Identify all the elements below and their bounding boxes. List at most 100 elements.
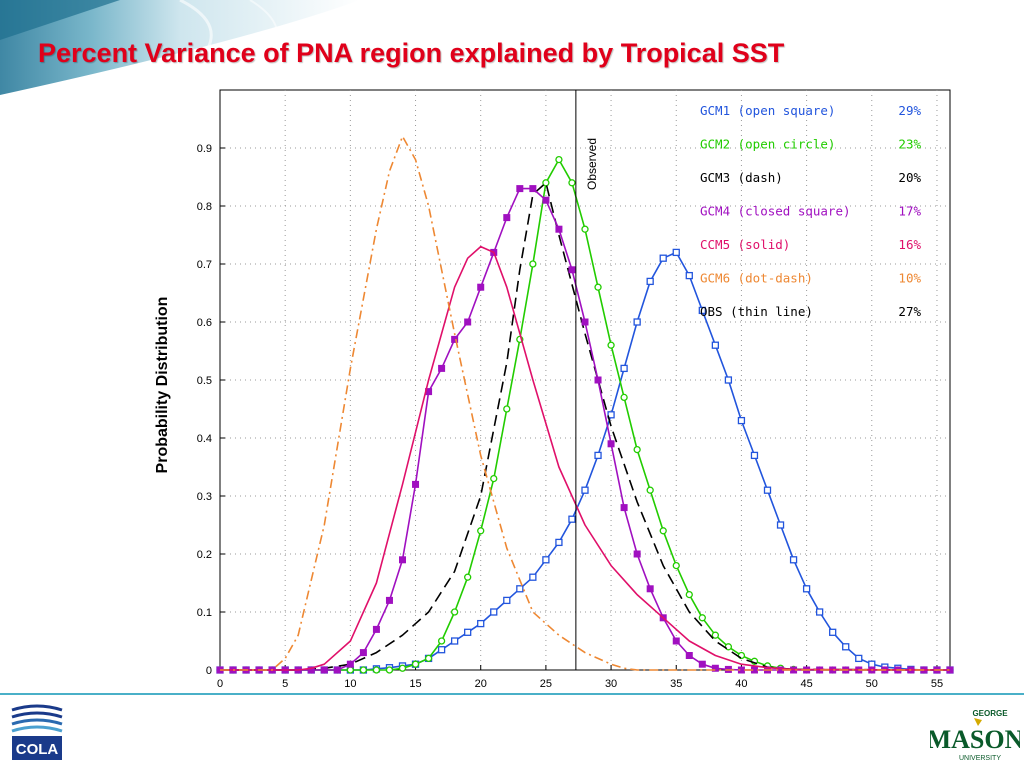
legend-item-pct: 20% [898,170,921,185]
point-gcm1 [685,271,693,280]
point-gcm2 [490,474,498,483]
point-gcm4 [646,585,654,593]
point-gcm4 [581,318,589,326]
x-axis-ticks: 0 5 10 15 20 25 30 35 40 45 50 55 [217,665,943,690]
x-tick-label: 55 [931,678,943,690]
point-gcm4 [477,283,485,291]
y-axis-label: Probability Distribution [154,296,171,474]
point-gcm4 [320,666,328,674]
point-gcm2 [620,393,628,402]
point-gcm1 [450,637,459,645]
gmu-logo: GEORGE MASON UNIVERSITY [930,709,1020,762]
point-gcm2 [555,155,563,164]
cola-logo: COLA [11,704,63,760]
legend: GCM1 (open square) 29% GCM2 (open circle) 2… [700,103,921,319]
point-gcm1 [711,341,720,349]
point-gcm1 [672,248,680,257]
point-gcm4 [503,214,511,222]
point-gcm2 [411,660,420,668]
point-gcm4 [346,660,354,668]
point-gcm4 [464,318,472,326]
point-gcm1 [568,515,576,523]
legend-item-pct: 29% [898,103,921,118]
y-tick-label: 0.5 [197,375,212,387]
point-gcm2 [346,666,355,674]
point-gcm1 [659,254,667,262]
legend-item-name: CCM5 (solid) [700,237,790,252]
point-gcm1 [607,411,615,419]
point-gcm4 [307,666,315,674]
point-gcm2 [542,179,550,187]
gmu-logo-top: GEORGE [972,709,1008,718]
y-axis-ticks: 0 0.1 0.2 0.3 0.4 0.5 0.6 0.7 0.8 0.9 [197,143,225,677]
observed-label: Observed [585,138,599,190]
chart: 0 0.1 0.2 0.3 0.4 0.5 0.6 0.7 0.8 0.9 0 5 10 15 20 25 3… [187,83,954,698]
x-tick-label: 35 [670,678,682,690]
point-gcm1 [464,628,472,636]
point-gcm2 [581,225,589,233]
point-gcm4 [698,660,706,668]
point-gcm4 [620,504,628,512]
point-gcm4 [529,185,537,193]
x-tick-label: 40 [735,678,747,690]
y-tick-label: 0.4 [197,433,212,445]
legend-item-name: GCM4 (closed square) [700,204,851,219]
point-gcm4 [399,556,406,564]
point-gcm1 [437,646,446,654]
point-gcm2 [372,666,381,674]
point-gcm4 [333,666,341,674]
point-gcm1 [503,596,511,605]
point-gcm4 [412,480,420,488]
point-gcm1 [490,608,498,616]
point-gcm2 [385,666,394,674]
point-gcm4 [607,440,615,448]
legend-item-name: GCM3 (dash) [700,170,783,185]
header-decoration [0,0,360,95]
point-gcm2 [607,341,615,349]
point-gcm2 [424,654,433,663]
point-gcm2 [359,666,368,674]
y-tick-label: 0.9 [197,143,212,155]
footer-divider [0,693,1024,695]
point-gcm1 [763,486,772,494]
plot-frame [187,83,953,698]
point-gcm4 [711,664,719,672]
y-tick-label: 0.8 [197,201,212,213]
point-gcm4 [372,625,380,633]
observed-marker: Observed [575,90,599,670]
y-tick-label: 0.1 [197,607,212,619]
point-gcm2 [698,614,706,622]
point-gcm2 [672,561,680,570]
point-gcm4 [438,364,446,372]
point-gcm4 [633,550,641,558]
x-tick-label: 5 [282,678,288,690]
point-gcm4 [555,225,563,233]
point-gcm2 [503,405,511,413]
gmu-logo-main: MASON [930,725,1020,754]
legend-item-pct: 27% [898,304,921,319]
point-gcm4 [516,185,524,193]
point-gcm1 [581,486,589,494]
point-gcm4 [542,196,550,204]
x-tick-label: 0 [217,678,223,690]
legend-item-pct: 23% [898,137,921,152]
point-gcm2 [450,608,459,616]
series-lines [216,135,954,674]
point-gcm1 [802,585,811,593]
gridlines [220,90,950,670]
slide-title: Percent Variance of PNA region explained… [38,38,785,68]
point-gcm4 [385,596,393,604]
x-tick-label: 20 [475,678,487,690]
point-gcm2 [568,179,576,187]
point-gcm4 [359,649,367,657]
gmu-logo-bottom: UNIVERSITY [959,755,1001,762]
point-gcm1 [789,556,798,564]
point-gcm1 [516,585,524,593]
point-gcm1 [750,451,759,460]
x-tick-label: 15 [409,678,421,690]
point-gcm1 [477,619,485,628]
point-gcm1 [842,643,850,651]
point-gcm1 [855,654,863,663]
x-tick-label: 30 [605,678,617,690]
legend-item-pct: 10% [898,271,921,286]
